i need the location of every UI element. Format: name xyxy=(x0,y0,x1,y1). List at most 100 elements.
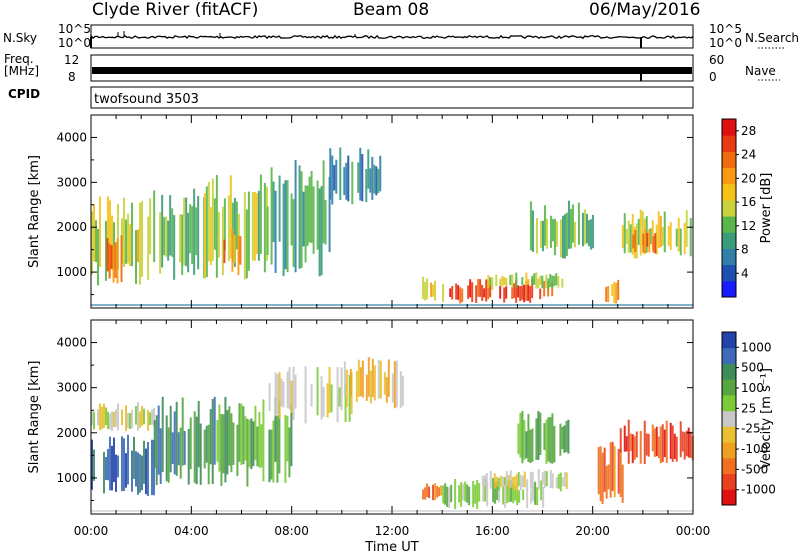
power-cb-tick-label: 20 xyxy=(741,171,756,185)
power-colorbar-swatch xyxy=(722,216,736,233)
nsky-trace xyxy=(90,34,694,40)
velocity-colorbar-swatch xyxy=(722,410,736,427)
velocity-cb-tick-label: -1000 xyxy=(741,483,776,497)
station-title: Clyde River (fitACF) xyxy=(92,0,259,20)
nsky-label: N.Sky xyxy=(3,31,38,45)
power-region xyxy=(203,174,268,280)
velocity-colorbar-swatch xyxy=(722,379,736,396)
power-region xyxy=(487,272,564,291)
power-heatmap xyxy=(91,147,693,306)
power-ytick-label: 3000 xyxy=(56,175,87,189)
velocity-heatmap xyxy=(91,357,694,512)
power-colorbar-swatch xyxy=(722,248,736,266)
xtick-label: 04:00 xyxy=(174,524,209,538)
power-colorbar-frame xyxy=(721,118,737,298)
power-region xyxy=(529,200,594,259)
xtick-label: 00:00 xyxy=(676,524,711,538)
power-colorbar-swatch xyxy=(722,264,736,282)
velocity-colorbar-swatch xyxy=(722,489,736,506)
power-cb-tick-label: 24 xyxy=(741,148,756,162)
velocity-cb-tick-label: -500 xyxy=(741,462,768,476)
power-cb-tick-label: 28 xyxy=(741,124,756,138)
nsearch-label: N.Search xyxy=(745,31,800,45)
nsearch-tick-top: 10^5 xyxy=(709,22,742,36)
power-region xyxy=(605,279,620,304)
velocity-cb-tick-label: 500 xyxy=(741,361,764,375)
power-colorbar-swatch xyxy=(722,167,736,185)
freq-tick-bottom: 8 xyxy=(68,70,76,84)
power-colorbar-swatch xyxy=(722,119,736,136)
power-region xyxy=(422,276,445,302)
power-cb-tick-label: 8 xyxy=(741,243,749,257)
velocity-ytick-label: 4000 xyxy=(56,336,87,350)
xtick-label: 20:00 xyxy=(575,524,610,538)
power-ylabel: Slant Range [km] xyxy=(27,155,42,268)
power-region xyxy=(147,188,206,280)
power-region xyxy=(106,235,123,284)
power-cb-tick-label: 12 xyxy=(741,219,756,233)
date-title: 06/May/2016 xyxy=(589,0,701,20)
power-frame xyxy=(90,114,694,309)
power-colorbar-swatch xyxy=(722,232,736,249)
power-region xyxy=(632,229,657,254)
power-ytick-label: 1000 xyxy=(56,265,87,279)
cpid-value: twofsound 3503 xyxy=(94,92,199,107)
nave-tick-bottom: 0 xyxy=(709,70,717,84)
power-cb-tick-label: 4 xyxy=(741,266,749,280)
xtick-label: 16:00 xyxy=(475,524,510,538)
velocity-colorbar-swatch xyxy=(722,394,736,412)
freq-label: Freq. xyxy=(4,52,34,66)
power-region xyxy=(621,209,692,259)
velocity-cb-tick-label: 25 xyxy=(741,401,756,415)
power-ytick-label: 2000 xyxy=(56,220,87,234)
nsearch-tick-bottom: 10^0 xyxy=(709,36,742,50)
velocity-colorbar-swatch xyxy=(722,363,736,380)
velocity-colorbar-swatch xyxy=(722,347,736,364)
velocity-colorbar-frame xyxy=(721,331,737,506)
power-ytick-label: 4000 xyxy=(56,130,87,144)
velocity-region xyxy=(619,419,694,465)
velocity-region xyxy=(216,396,293,487)
nave-tick-top: 60 xyxy=(709,53,725,67)
velocity-colorbar-swatch xyxy=(722,442,736,459)
freq-panel xyxy=(90,54,694,82)
velocity-colorbar-swatch xyxy=(722,332,736,349)
velocity-region xyxy=(91,402,155,432)
velocity-cb-tick-label: -25 xyxy=(741,422,761,436)
power-region xyxy=(223,229,242,276)
cpid-panel xyxy=(90,86,694,109)
velocity-region xyxy=(442,478,545,510)
xtick-label: 08:00 xyxy=(274,524,309,538)
x-axis-label: Time UT xyxy=(364,540,418,554)
velocity-cb-tick-label: 1000 xyxy=(741,340,772,354)
xtick-label: 00:00 xyxy=(74,524,109,538)
velocity-cb-tick-label: -100 xyxy=(741,442,768,456)
velocity-region xyxy=(597,441,624,504)
velocity-colorbar-label: Velocity [m s⁻¹] xyxy=(759,368,774,469)
velocity-region xyxy=(422,483,443,501)
velocity-colorbar-swatch xyxy=(722,473,736,490)
velocity-ytick-label: 1000 xyxy=(56,471,87,485)
power-colorbar-label: Power [dB] xyxy=(759,173,774,244)
freq-unit: [MHz] xyxy=(4,64,40,78)
velocity-region xyxy=(153,396,216,486)
nsky-tick-bottom: 10^0 xyxy=(58,36,91,50)
velocity-ytick-label: 3000 xyxy=(56,381,87,395)
power-colorbar-swatch xyxy=(722,135,736,152)
power-region xyxy=(329,147,382,205)
velocity-colorbar-swatch xyxy=(722,457,736,475)
freq-tick-top: 12 xyxy=(64,53,80,67)
xtick-label: 12:00 xyxy=(375,524,410,538)
velocity-region xyxy=(517,411,570,465)
velocity-region xyxy=(91,434,155,496)
velocity-region xyxy=(343,357,404,409)
velocity-region xyxy=(268,366,353,424)
freq-band xyxy=(92,67,692,74)
velocity-ylabel: Slant Range [km] xyxy=(27,361,42,474)
nave-label: Nave xyxy=(745,64,776,78)
velocity-region xyxy=(481,468,568,492)
velocity-ytick-label: 2000 xyxy=(56,426,87,440)
power-region xyxy=(449,278,554,304)
power-colorbar-swatch xyxy=(722,151,736,169)
power-colorbar-swatch xyxy=(722,280,736,298)
